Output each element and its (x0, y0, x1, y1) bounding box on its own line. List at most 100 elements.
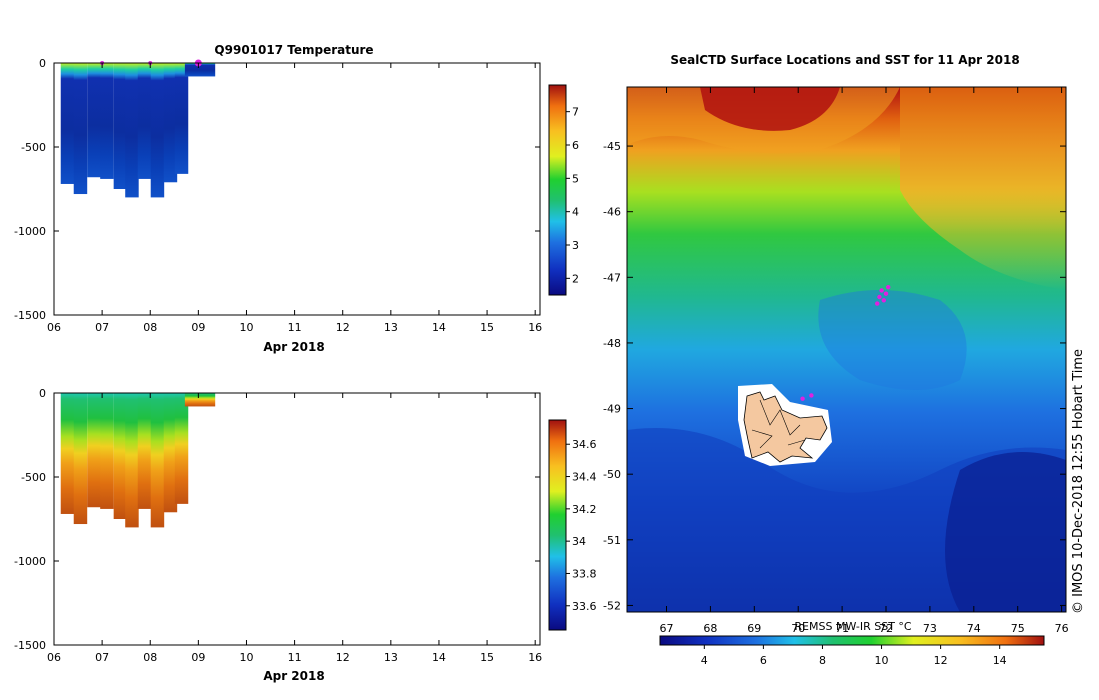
salinity-colorbar: 33.6 33.8 34 34.2 34.4 34.6 (548, 419, 597, 631)
sst-colorbar: REMSS MW-IR SST °C4 6 8 10 12 14 (659, 620, 1045, 667)
sst-colorbar-title: REMSS MW-IR SST °C (794, 620, 912, 633)
sst-colorbar-label: 12 (934, 654, 948, 667)
temperature-x-tick-label: 06 (47, 321, 61, 334)
temperature-colorbar-label: 4 (572, 206, 579, 219)
temperature-section-plot: Q9901017 Temperature 06 07 08 09 10 11 12 13 14 1… (14, 43, 579, 354)
salinity-profile-column (87, 393, 101, 508)
salinity-colorbar-label: 33.6 (572, 600, 597, 613)
temperature-profile-column (100, 63, 114, 179)
temperature-profile-column (137, 63, 152, 179)
map-y-tick-label: -45 (603, 140, 621, 153)
temperature-x-ticks: 06 07 08 09 10 11 12 13 14 15 16 (47, 63, 542, 334)
temperature-profile-column (125, 63, 139, 198)
temperature-profile-column (174, 63, 189, 174)
salinity-profile-column (100, 393, 114, 509)
map-x-tick-label: 76 (1055, 622, 1069, 635)
salinity-colorbar-ramp (548, 419, 567, 631)
temperature-x-tick-label: 10 (239, 321, 253, 334)
sst-colorbar-label: 8 (819, 654, 826, 667)
temperature-colorbar-label: 2 (572, 272, 579, 285)
salinity-y-tick-label: -1500 (14, 639, 46, 652)
salinity-profile-column (174, 393, 189, 504)
sst-map-y-ticks: -45 -46 -47 -48 -49 -50 -51 -52 (603, 140, 1066, 612)
temperature-profile-column (163, 63, 178, 183)
map-x-tick-label: 68 (703, 622, 717, 635)
salinity-y-tick-label: -1000 (14, 555, 46, 568)
salinity-x-tick-label: 10 (239, 651, 253, 664)
seal-location-point (886, 284, 891, 290)
temperature-colorbar-label: 6 (572, 139, 579, 152)
salinity-profile-column (125, 393, 139, 528)
temperature-profile-column (87, 63, 101, 178)
temperature-plot-title: Q9901017 Temperature (214, 43, 373, 57)
seal-location-point (809, 393, 814, 398)
temperature-y-tick-label: -1500 (14, 309, 46, 322)
seal-location-point (800, 396, 805, 401)
salinity-x-tick-label: 12 (336, 651, 350, 664)
temperature-colorbar-ramp (548, 84, 567, 296)
salinity-x-tick-label: 16 (528, 651, 542, 664)
temperature-x-tick-label: 08 (143, 321, 157, 334)
temperature-y-tick-label: 0 (39, 57, 46, 70)
salinity-profiles (60, 393, 216, 528)
temperature-y-ticks: 0 -500 -1000 -1500 (14, 57, 540, 322)
temperature-colorbar-label: 3 (572, 239, 579, 252)
map-y-tick-label: -51 (603, 534, 621, 547)
salinity-y-tick-label: 0 (39, 387, 46, 400)
salinity-x-tick-label: 13 (384, 651, 398, 664)
salinity-x-tick-label: 14 (432, 651, 446, 664)
map-x-tick-label: 72 (879, 622, 893, 635)
map-y-tick-label: -46 (603, 206, 621, 219)
salinity-colorbar-label: 34.2 (572, 503, 597, 516)
temperature-colorbar: 2 3 4 5 6 7 (548, 84, 579, 296)
temperature-profile-column (184, 63, 216, 77)
temperature-y-tick-label: -1000 (14, 225, 46, 238)
seal-location-point (877, 294, 882, 300)
salinity-x-ticks: 06 07 08 09 10 11 12 13 14 15 16 (47, 393, 542, 664)
salinity-profile-column (137, 393, 152, 509)
map-y-tick-label: -50 (603, 468, 621, 481)
salinity-x-tick-label: 15 (480, 651, 494, 664)
map-x-tick-label: 73 (923, 622, 937, 635)
salinity-colorbar-label: 34.4 (572, 471, 597, 484)
sst-colorbar-label: 14 (993, 654, 1007, 667)
map-y-tick-label: -52 (603, 599, 621, 612)
salinity-profile-column (163, 393, 178, 513)
map-y-tick-label: -49 (603, 403, 621, 416)
sst-colorbar-label: 6 (760, 654, 767, 667)
sst-colorbar-label: 10 (875, 654, 889, 667)
temperature-profile-column (73, 63, 88, 195)
temperature-profiles (60, 59, 216, 198)
temperature-x-label: Apr 2018 (263, 340, 324, 354)
seal-location-point (883, 291, 889, 296)
map-y-tick-label: -48 (603, 337, 621, 350)
temperature-profile-column (113, 63, 128, 189)
map-x-tick-label: 70 (791, 622, 805, 635)
map-x-tick-label: 74 (967, 622, 981, 635)
temperature-x-tick-label: 11 (288, 321, 302, 334)
sst-map-x-ticks: 67 68 69 70 71 72 73 74 75 76 (660, 87, 1069, 635)
temperature-colorbar-label: 7 (572, 106, 579, 119)
temperature-y-tick-label: -500 (21, 141, 46, 154)
temperature-x-tick-label: 15 (480, 321, 494, 334)
map-y-tick-label: -47 (603, 271, 621, 284)
temperature-x-tick-label: 09 (191, 321, 205, 334)
temperature-x-tick-label: 13 (384, 321, 398, 334)
salinity-x-tick-label: 06 (47, 651, 61, 664)
sst-field (627, 87, 1066, 612)
temperature-colorbar-label: 5 (572, 172, 579, 185)
temperature-profile-column (60, 63, 75, 184)
seal-location-point (881, 298, 887, 303)
salinity-plot-frame (53, 392, 541, 646)
seal-location-point (875, 301, 880, 306)
salinity-x-tick-label: 09 (191, 651, 205, 664)
salinity-x-tick-label: 07 (95, 651, 109, 664)
salinity-profile-column (73, 393, 88, 525)
salinity-x-tick-label: 11 (288, 651, 302, 664)
temperature-profile-column (150, 63, 165, 198)
map-x-tick-label: 67 (660, 622, 674, 635)
map-x-tick-label: 69 (747, 622, 761, 635)
sst-map-frame (626, 86, 1067, 613)
salinity-y-ticks: 0 -500 -1000 -1500 (14, 387, 540, 652)
salinity-colorbar-label: 33.8 (572, 567, 597, 580)
